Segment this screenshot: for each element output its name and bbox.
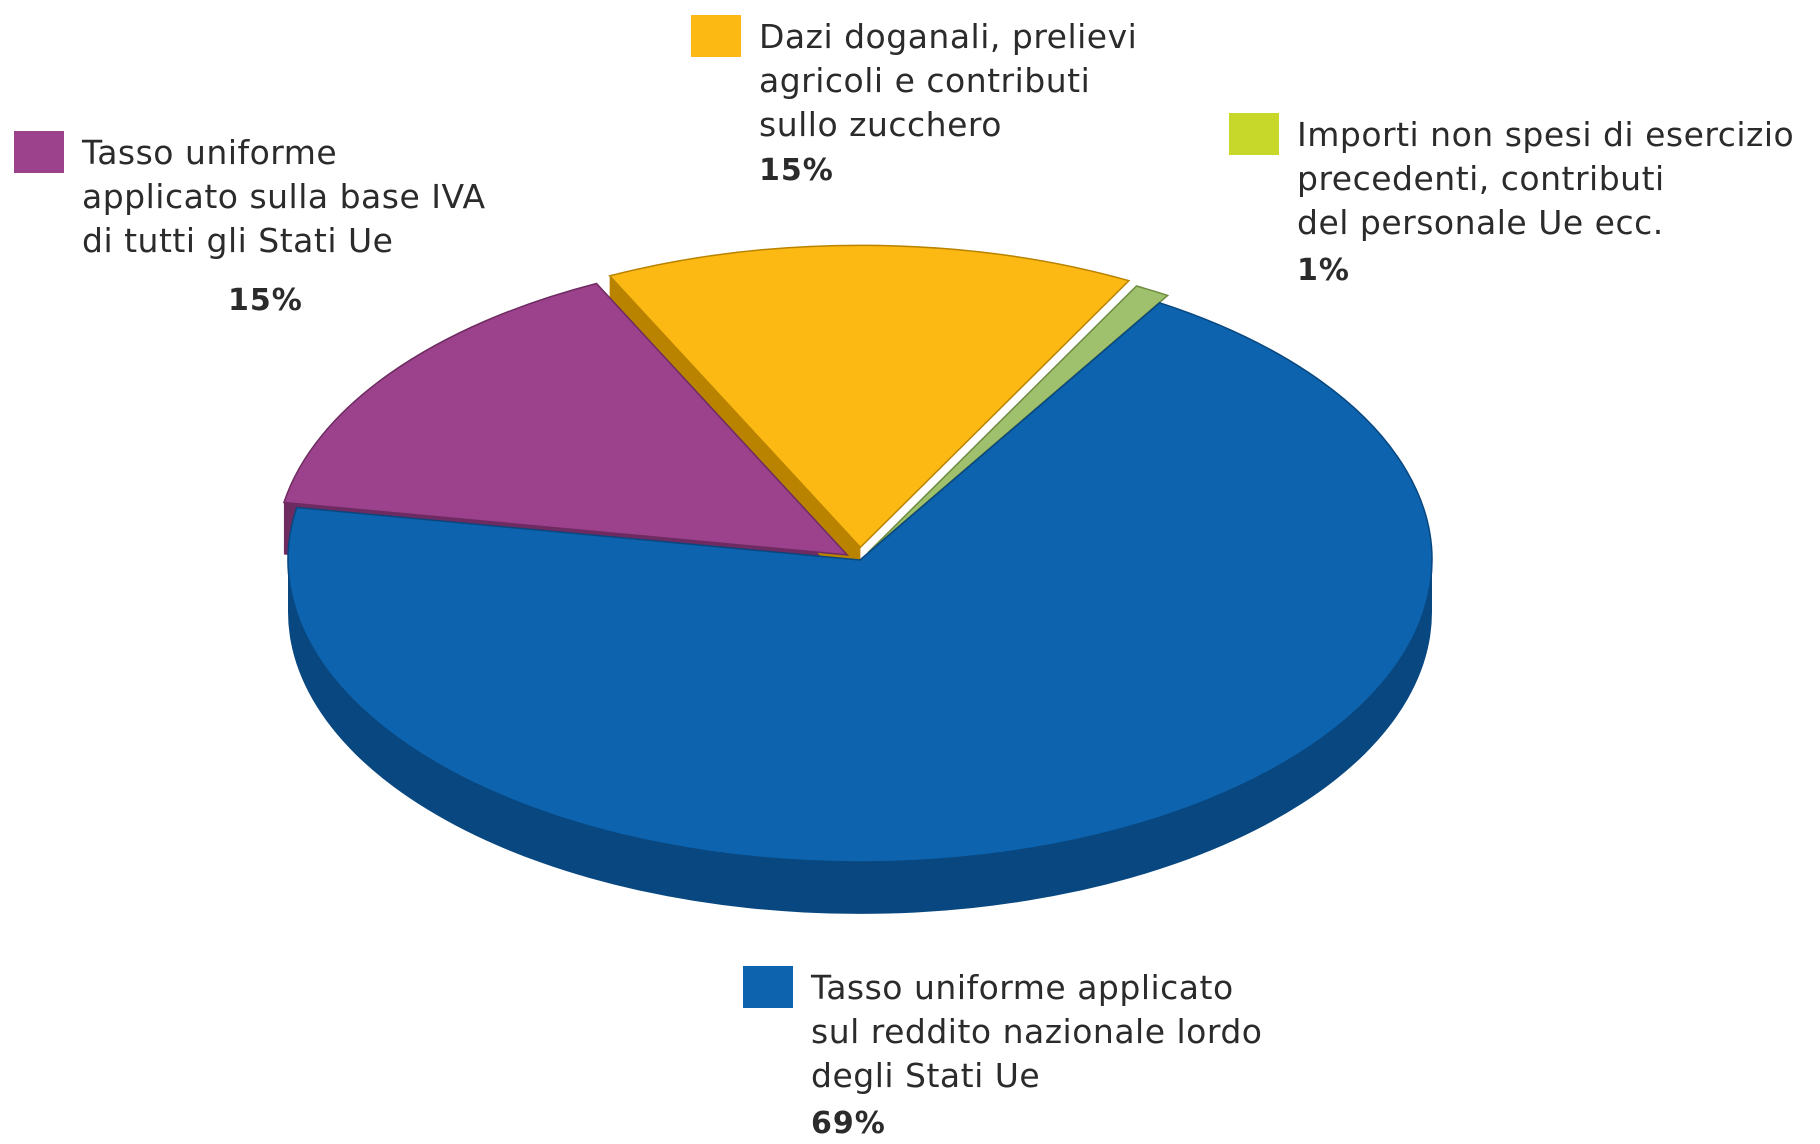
legend-swatch-tax-vat <box>14 131 64 173</box>
legend-label-other: Importi non spesi di esercizio precedent… <box>1297 115 1795 242</box>
pie-slice-tax-gni <box>287 301 1433 863</box>
legend-swatch-customs <box>691 15 741 57</box>
legend-label-tax-vat: Tasso uniforme applicato sulla base IVA … <box>82 133 486 260</box>
pie-slice-customs <box>608 244 1131 549</box>
legend-swatch-other <box>1229 113 1279 155</box>
legend-percent-tax-vat: 15% <box>228 283 303 318</box>
legend-label-tax-gni: Tasso uniforme applicato sul reddito naz… <box>811 968 1263 1095</box>
pie-slice-other <box>867 285 1170 554</box>
legend-percent-customs: 15% <box>759 153 834 188</box>
legend-swatch-tax-gni <box>743 966 793 1008</box>
legend-percent-other: 1% <box>1297 253 1350 288</box>
legend-label-customs: Dazi doganali, prelievi agricoli e contr… <box>759 17 1138 144</box>
pie-side-tax-gni <box>288 560 1432 914</box>
legend-percent-tax-gni: 69% <box>811 1106 886 1141</box>
pie-slice-tax-vat <box>282 282 850 556</box>
